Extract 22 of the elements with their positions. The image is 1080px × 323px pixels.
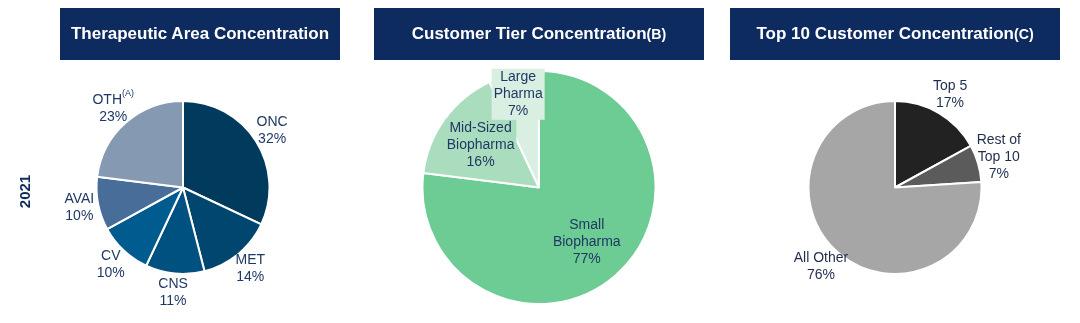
slice-label: Top 5 [932, 76, 968, 93]
text: 2021 [16, 174, 34, 209]
slice-label: ONC [256, 113, 288, 130]
slice-label: Rest of Top 10 [976, 131, 1022, 165]
slice-label: CV [101, 246, 122, 263]
data-label: 17% [936, 93, 965, 110]
slice-label: MET [235, 251, 266, 268]
data-label: 23% [99, 107, 128, 124]
slice-label: AVAI [64, 189, 95, 206]
slice-label: Small Biopharma [552, 215, 621, 249]
slice-label: CNS [158, 274, 188, 291]
data-label: 10% [65, 206, 94, 223]
data-label: 10% [96, 263, 125, 280]
slice-label: All Other [793, 248, 849, 265]
data-label: 16% [466, 152, 495, 169]
data-label: 7% [988, 165, 1009, 182]
data-label: 32% [258, 130, 287, 147]
data-label: 76% [806, 265, 835, 282]
data-label: 11% [159, 291, 187, 308]
data-label: 77% [572, 249, 601, 266]
data-label: 14% [236, 268, 265, 285]
chart-title: Therapeutic Area Concentration [60, 8, 340, 60]
